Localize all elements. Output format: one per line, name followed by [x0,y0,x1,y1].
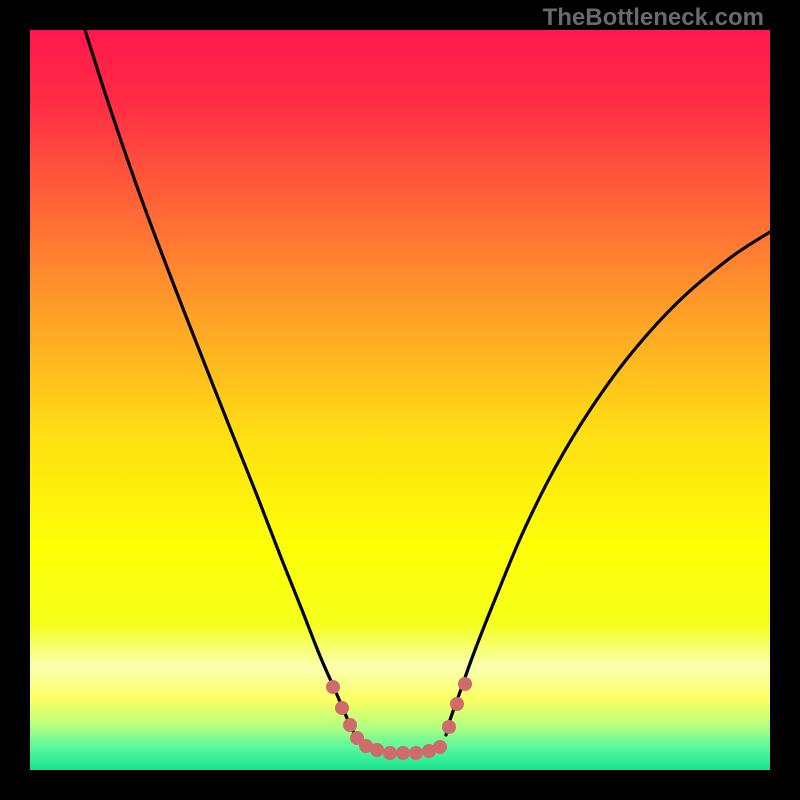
right-cluster-marker [433,740,447,754]
left-cluster-marker [326,680,340,694]
left-cluster-marker [335,701,349,715]
watermark-text: TheBottleneck.com [543,4,764,32]
right-cluster-marker [450,697,464,711]
plot-area [30,30,770,770]
left-cluster-marker [396,746,410,760]
curve-layer [30,30,770,770]
right-cluster-marker [442,720,456,734]
left-cluster-marker [343,718,357,732]
right-cluster-marker [458,677,472,691]
left-cluster-marker [409,746,423,760]
left-cluster-marker [383,746,397,760]
left-cluster-marker [370,743,384,757]
outer-frame: TheBottleneck.com [0,0,800,800]
curve-right-arm [446,232,770,735]
curve-left-arm [85,30,355,735]
